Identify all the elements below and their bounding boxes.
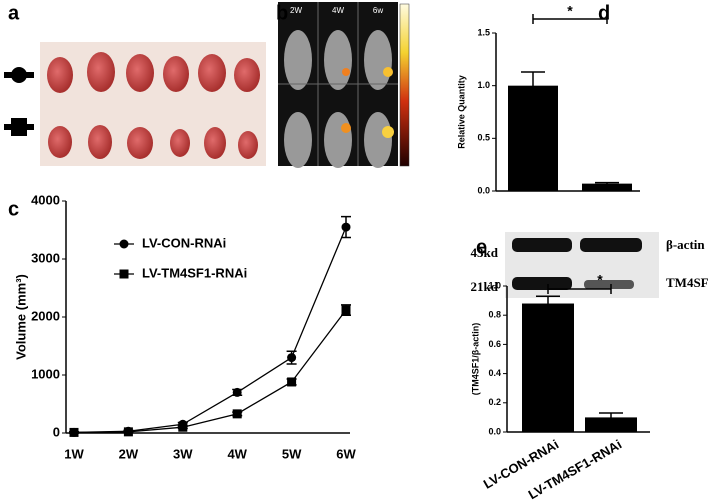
annotation: * bbox=[567, 3, 573, 19]
y-tick-label: 0.0 bbox=[477, 185, 490, 195]
time-label: 6w bbox=[373, 6, 383, 15]
marker bbox=[287, 377, 297, 387]
marker bbox=[123, 427, 133, 437]
y-axis-label: Volume (mm³) bbox=[13, 274, 28, 360]
legend-label: LV-CON-RNAi bbox=[142, 235, 226, 250]
annotation: * bbox=[597, 272, 603, 288]
marker bbox=[232, 409, 242, 419]
panel-label: c bbox=[8, 198, 19, 220]
bar bbox=[582, 183, 632, 191]
panel-label: b bbox=[276, 2, 288, 24]
blot-size: 21kd bbox=[471, 279, 499, 294]
y-tick-label: 0.8 bbox=[488, 310, 501, 320]
x-tick-label: 2W bbox=[119, 446, 139, 461]
panel-label: d bbox=[598, 2, 610, 24]
marker bbox=[341, 305, 351, 315]
significance-bracket bbox=[532, 14, 608, 24]
time-label: 2W bbox=[290, 6, 302, 15]
blot-protein: TM4SF1 bbox=[666, 275, 709, 290]
x-tick-label: 3W bbox=[173, 446, 193, 461]
imaging-photo bbox=[278, 2, 410, 168]
legend-label: LV-TM4SF1-RNAi bbox=[142, 265, 247, 280]
y-tick-label: 4000 bbox=[31, 192, 60, 207]
group-symbols bbox=[4, 67, 34, 136]
panel-label: e bbox=[476, 236, 487, 258]
x-tick-label: 6W bbox=[336, 446, 356, 461]
blot-protein: β-actin bbox=[666, 237, 705, 252]
bar bbox=[508, 85, 558, 191]
bar bbox=[585, 417, 637, 432]
y-axis-label: Relative Quantity bbox=[456, 75, 466, 149]
x-tick-label: 4W bbox=[227, 446, 247, 461]
y-tick-label: 0 bbox=[53, 424, 60, 439]
western-blot bbox=[505, 232, 659, 298]
y-tick-label: 1.5 bbox=[477, 27, 490, 37]
blot-size: 43kd bbox=[471, 245, 499, 260]
y-tick-label: 1.0 bbox=[488, 280, 501, 290]
significance-bracket bbox=[547, 284, 612, 294]
y-tick-label: 0.0 bbox=[488, 426, 501, 436]
tumor-photo bbox=[40, 42, 266, 166]
marker bbox=[69, 427, 79, 437]
y-tick-label: 0.5 bbox=[477, 133, 490, 143]
bar bbox=[522, 303, 574, 432]
y-tick-label: 3000 bbox=[31, 250, 60, 265]
y-tick-label: 1.0 bbox=[477, 80, 490, 90]
x-tick-label: 5W bbox=[282, 446, 302, 461]
time-label: 4W bbox=[332, 6, 344, 15]
panel-label: a bbox=[8, 2, 20, 24]
marker bbox=[287, 353, 297, 363]
y-tick-label: 0.6 bbox=[488, 339, 501, 349]
line bbox=[73, 226, 347, 434]
y-axis-label: (TM4SF1/β-actin) bbox=[470, 323, 480, 396]
marker bbox=[341, 222, 351, 232]
y-tick-label: 0.2 bbox=[488, 397, 501, 407]
y-tick-label: 1000 bbox=[31, 366, 60, 381]
marker bbox=[232, 387, 242, 397]
y-tick-label: 2000 bbox=[31, 308, 60, 323]
y-tick-label: 0.4 bbox=[488, 368, 501, 378]
line bbox=[73, 309, 347, 434]
x-tick-label: 1W bbox=[64, 446, 84, 461]
marker bbox=[178, 422, 188, 432]
